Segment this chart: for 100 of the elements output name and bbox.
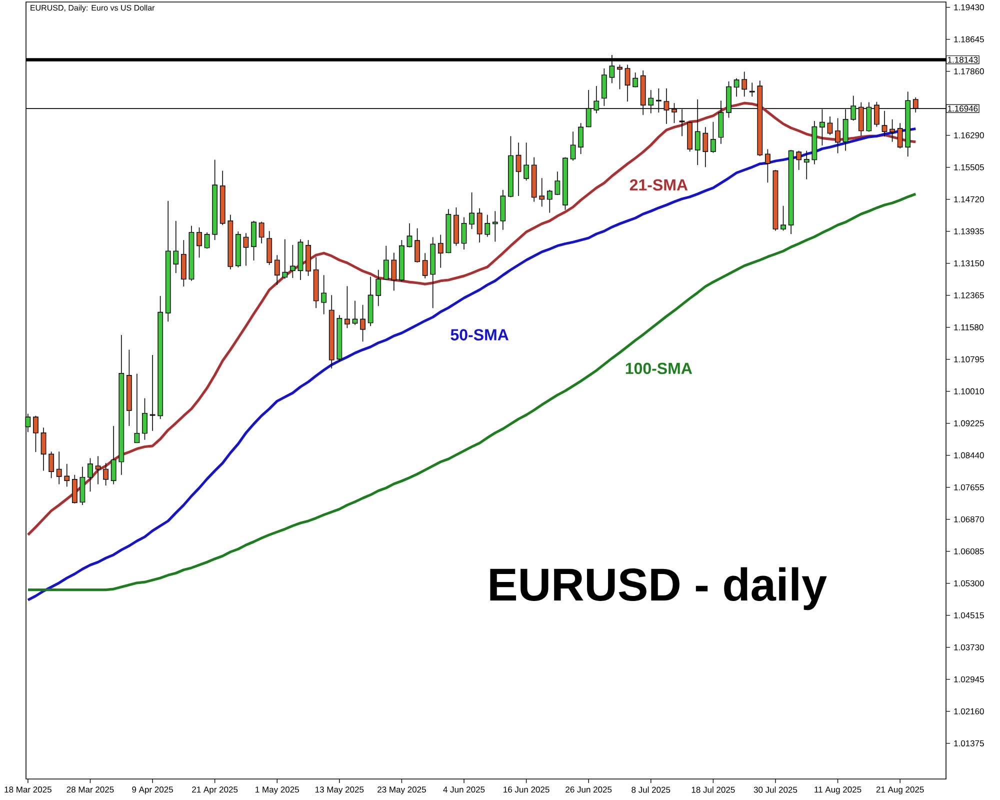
x-tick-label: 16 Jun 2025: [504, 786, 550, 793]
candlestick: [56, 451, 62, 485]
candlestick: [321, 274, 327, 315]
y-tick-label: 1.14720: [954, 196, 984, 202]
candlestick: [601, 68, 607, 106]
candlestick: [484, 214, 490, 238]
candlestick: [414, 228, 420, 263]
y-tick-label: 1.11580: [954, 324, 984, 330]
candlestick: [438, 234, 444, 268]
candlestick: [632, 72, 638, 88]
chart-title: EURUSD, Daily: Euro vs US Dollar: [30, 4, 155, 12]
x-tick-label: 18 Mar 2025: [4, 786, 52, 793]
candlestick: [742, 71, 748, 97]
y-tick-label: 1.15505: [954, 164, 984, 170]
y-tick-label: 1.02945: [954, 676, 984, 682]
candlestick: [274, 254, 280, 286]
candlestick: [796, 150, 802, 170]
y-tick-label: 1.08440: [954, 452, 984, 458]
x-tick-label: 30 Jul 2025: [754, 786, 798, 793]
candlestick: [476, 208, 482, 243]
x-tick-label: 4 Jun 2025: [443, 786, 485, 793]
candlestick: [33, 415, 38, 452]
x-tick-label: 18 Jul 2025: [692, 786, 735, 793]
ref-line-label: 1.16946: [948, 106, 978, 112]
candlestick: [344, 286, 350, 329]
annotation: EURUSD - daily: [490, 567, 827, 610]
candlestick: [516, 142, 522, 196]
candlestick: [749, 82, 755, 97]
candlestick: [890, 118, 895, 142]
candlestick: [204, 232, 210, 250]
series-label: 50-SMA: [450, 329, 508, 340]
candlestick: [461, 216, 467, 250]
x-tick-label: 1 May 2025: [256, 786, 299, 794]
x-tick-label: 13 May 2025: [315, 786, 364, 794]
candlestick: [88, 458, 93, 492]
y-tick-label: 1.07655: [954, 484, 984, 490]
candlestick: [95, 456, 101, 485]
candlestick: [48, 451, 54, 479]
candlestick: [765, 148, 770, 183]
candlestick: [142, 398, 148, 440]
series-label: 21-SMA: [630, 179, 688, 191]
candlestick: [827, 116, 833, 136]
y-tick-label: 1.13150: [954, 260, 984, 266]
candlestick: [406, 222, 412, 248]
candlestick: [835, 118, 840, 154]
y-tick-label: 1.17860: [954, 68, 984, 74]
candlestick: [469, 192, 474, 230]
y-tick-label: 1.02160: [954, 708, 984, 714]
candlestick: [196, 227, 202, 258]
candlestick: [282, 238, 288, 280]
candlestick: [524, 142, 529, 181]
y-tick-label: 1.13935: [954, 228, 984, 234]
y-tick-label: 1.09225: [954, 420, 984, 426]
candlestick: [570, 131, 576, 161]
candlestick: [422, 252, 428, 279]
candlestick: [290, 244, 296, 278]
y-tick-label: 1.01375: [954, 740, 984, 746]
x-tick-label: 21 Aug 2025: [876, 786, 924, 794]
candlestick: [243, 232, 249, 266]
x-tick-label: 21 Apr 2025: [192, 786, 238, 794]
y-tick-label: 1.10010: [954, 388, 984, 394]
candlestick: [492, 210, 498, 242]
candlestick: [383, 245, 389, 280]
candlestick: [103, 462, 108, 486]
y-tick-label: 1.16290: [954, 132, 984, 138]
candlestick: [150, 354, 156, 432]
candlestick: [360, 304, 366, 342]
y-tick-label: 1.06085: [954, 548, 984, 554]
y-tick-label: 1.19430: [954, 4, 984, 10]
y-tick-label: 1.10795: [954, 356, 984, 362]
candlestick: [134, 373, 140, 444]
candlestick: [64, 463, 70, 488]
y-tick-label: 1.06870: [954, 516, 984, 522]
candlestick: [391, 252, 397, 292]
candlestick: [110, 426, 116, 485]
y-tick-label: 1.18645: [954, 36, 984, 42]
candlestick: [554, 171, 560, 196]
y-tick-label: 1.04515: [954, 612, 984, 618]
candlestick: [702, 126, 708, 168]
series-label: 100-SMA: [626, 362, 692, 374]
y-tick-label: 1.03730: [954, 644, 984, 650]
candlestick: [882, 110, 888, 137]
candlestick: [624, 64, 630, 102]
candlestick: [40, 427, 46, 472]
candlestick: [804, 150, 810, 180]
candlestick: [72, 474, 78, 504]
candlestick: [258, 221, 264, 244]
x-tick-label: 28 Mar 2025: [66, 786, 114, 793]
candlestick: [617, 64, 622, 90]
candlestick: [376, 269, 382, 307]
candlestick: [734, 78, 740, 97]
candlestick: [897, 122, 903, 149]
candlestick: [578, 122, 584, 154]
y-tick-label: 1.05300: [954, 580, 984, 586]
candlestick: [546, 190, 552, 214]
x-tick-label: 8 Jul 2025: [632, 786, 670, 793]
y-tick-label: 1.12365: [954, 292, 984, 298]
candlestick: [710, 121, 716, 154]
x-tick-label: 11 Aug 2025: [814, 786, 862, 794]
x-tick-label: 26 Jun 2025: [566, 786, 612, 793]
